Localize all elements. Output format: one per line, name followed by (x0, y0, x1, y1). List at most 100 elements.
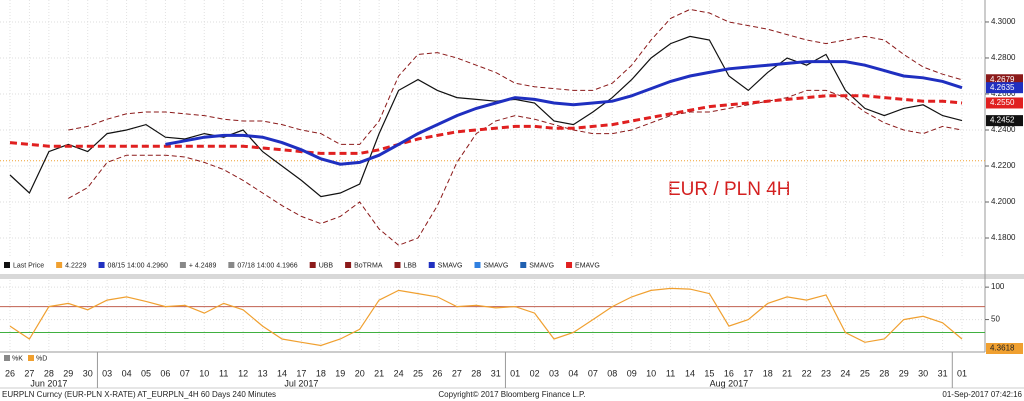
x-tick-label: 25 (413, 368, 423, 378)
x-tick-label: 30 (83, 368, 93, 378)
x-tick-label: 23 (821, 368, 831, 378)
y-tick-label: 4.2400 (991, 125, 1016, 134)
last-value-label: 4.2635 (990, 83, 1015, 92)
x-tick-label: 22 (802, 368, 812, 378)
x-tick-label: 21 (782, 368, 792, 378)
x-tick-label: 02 (530, 368, 540, 378)
panel-separator (0, 274, 1024, 279)
footer-center: Copyright© 2017 Bloomberg Finance L.P. (438, 390, 585, 399)
x-tick-label: 04 (122, 368, 132, 378)
x-tick-label: 12 (238, 368, 248, 378)
last-value-box (986, 74, 1023, 86)
x-tick-label: 24 (394, 368, 404, 378)
legend-swatch (428, 262, 435, 268)
series-line (68, 89, 963, 246)
x-tick-label: 31 (938, 368, 948, 378)
legend-swatch (228, 262, 235, 268)
legend-swatch (566, 262, 573, 268)
x-tick-label: 06 (160, 368, 170, 378)
legend-label: + 4.2489 (189, 262, 217, 269)
legend-label: 4.2229 (65, 262, 87, 269)
x-tick-label: 07 (588, 368, 598, 378)
y-tick-label: 50 (991, 315, 1000, 324)
series-line (165, 60, 963, 166)
legend-swatch (309, 262, 316, 268)
x-tick-label: 18 (316, 368, 326, 378)
x-tick-label: 15 (704, 368, 714, 378)
series-line (9, 94, 963, 155)
x-tick-label: 17 (296, 368, 306, 378)
x-tick-label: 27 (24, 368, 34, 378)
legend-label: 08/15 14:00 4.2960 (108, 262, 168, 269)
legend-swatch (345, 262, 352, 268)
last-value-label: 4.2550 (990, 98, 1015, 107)
month-label: Jul 2017 (284, 378, 318, 388)
x-tick-label: 08 (607, 368, 617, 378)
y-tick-label: 4.2200 (991, 161, 1016, 170)
series-line (9, 35, 963, 198)
x-tick-label: 01 (510, 368, 520, 378)
x-tick-label: 11 (666, 368, 675, 378)
x-tick-label: 05 (141, 368, 151, 378)
y-tick-label: 100 (991, 282, 1005, 291)
legend-label: SMAVG (484, 262, 509, 269)
x-tick-label: 13 (258, 368, 268, 378)
x-tick-label: 07 (180, 368, 190, 378)
x-tick-label: 14 (277, 368, 287, 378)
last-value-box (986, 97, 1023, 109)
x-tick-label: 01 (957, 368, 967, 378)
y-tick-label: 4.2800 (991, 53, 1016, 62)
last-value-box (986, 82, 1023, 94)
x-tick-label: 11 (219, 368, 228, 378)
month-label: Aug 2017 (710, 378, 749, 388)
x-tick-label: 09 (627, 368, 637, 378)
legend-swatch (474, 262, 481, 268)
legend-label: UBB (319, 262, 334, 269)
legend-label: %K (12, 355, 23, 362)
legend-swatch (56, 262, 63, 268)
legend-swatch (28, 355, 34, 361)
x-tick-label: 19 (335, 368, 345, 378)
x-tick-label: 29 (899, 368, 909, 378)
x-tick-label: 03 (102, 368, 112, 378)
legend-label: EMAVG (575, 262, 600, 269)
side-label: 4.3618 (990, 344, 1015, 353)
footer-right: 01-Sep-2017 07:42:16 (942, 390, 1022, 399)
x-tick-label: 14 (685, 368, 695, 378)
series-line (9, 287, 963, 347)
x-tick-label: 10 (199, 368, 209, 378)
y-tick-label: 4.3000 (991, 17, 1016, 26)
last-value-label: 4.2452 (990, 116, 1015, 125)
side-box (986, 343, 1023, 354)
x-tick-label: 28 (471, 368, 481, 378)
last-value-label: 4.2679 (990, 75, 1015, 84)
legend-swatch (394, 262, 401, 268)
x-tick-label: 29 (63, 368, 73, 378)
y-tick-label: 4.2000 (991, 197, 1016, 206)
x-tick-label: 16 (724, 368, 734, 378)
legend-label: BoTRMA (354, 262, 383, 269)
x-tick-label: 27 (452, 368, 462, 378)
x-tick-label: 21 (374, 368, 384, 378)
x-tick-label: 18 (763, 368, 773, 378)
legend-label: Last Price (13, 262, 44, 269)
x-tick-label: 10 (646, 368, 656, 378)
x-tick-label: 20 (355, 368, 365, 378)
x-tick-label: 30 (918, 368, 928, 378)
legend-label: SMAVG (529, 262, 554, 269)
legend-label: 07/18 14:00 4.1966 (237, 262, 297, 269)
legend-label: LBB (404, 262, 418, 269)
legend-swatch (179, 262, 186, 268)
legend-swatch (4, 355, 10, 361)
y-tick-label: 4.2600 (991, 89, 1016, 98)
legend-swatch (98, 262, 105, 268)
x-tick-label: 28 (879, 368, 889, 378)
x-tick-label: 17 (743, 368, 753, 378)
x-tick-label: 31 (491, 368, 501, 378)
x-tick-label: 25 (860, 368, 870, 378)
footer-left: EURPLN Curncy (EUR-PLN X-RATE) AT_EURPLN… (2, 390, 276, 399)
x-tick-label: 04 (568, 368, 578, 378)
x-tick-label: 03 (549, 368, 559, 378)
legend-swatch (4, 262, 10, 268)
